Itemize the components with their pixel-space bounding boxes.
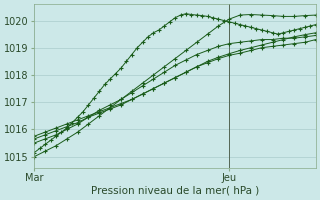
X-axis label: Pression niveau de la mer( hPa ): Pression niveau de la mer( hPa ) [91,186,259,196]
